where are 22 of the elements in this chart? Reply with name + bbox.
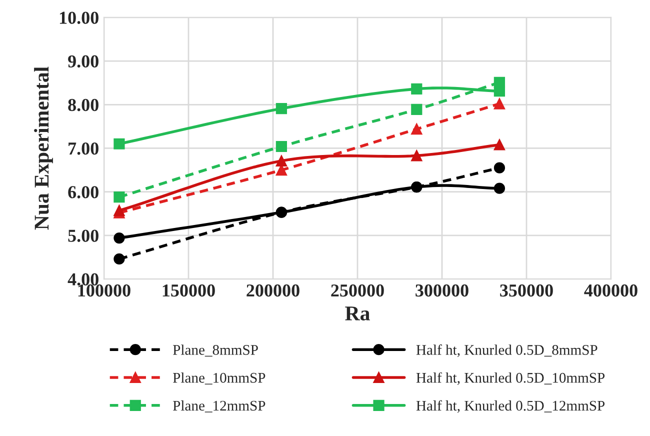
x-tick-label: 200000	[246, 284, 300, 297]
legend-label: Plane_10mmSP	[172, 372, 266, 384]
x-axis-title: Ra	[345, 306, 370, 320]
y-tick-label: 10.00	[60, 12, 98, 24]
legend-label: Half ht, Knurled 0.5D_12mmSP	[416, 400, 605, 413]
x-tick-label: 150000	[162, 284, 215, 297]
y-tick-label: 5.00	[68, 230, 98, 242]
y-tick-label: 8.00	[68, 98, 98, 112]
legend-label: Plane_12mmSP	[172, 400, 266, 412]
y-tick-label: 6.00	[68, 186, 98, 198]
x-tick-label: 100000	[78, 284, 130, 297]
legend-label: Half ht, Knurled 0.5D_10mmSP	[416, 372, 605, 385]
y-tick-label: 7.00	[68, 142, 98, 155]
x-tick-label: 400000	[584, 284, 638, 297]
y-tick-label: 4.00	[68, 273, 98, 286]
x-tick-label: 250000	[331, 284, 384, 297]
legend-label: Plane_8mmSP	[172, 344, 258, 357]
legend-label: Half ht, Knurled 0.5D_8mmSP	[416, 344, 598, 357]
y-tick-label: 9.00	[68, 55, 98, 68]
x-tick-label: 300000	[416, 284, 468, 297]
y-axis-title: Nua Experimental	[34, 66, 53, 230]
x-tick-label: 350000	[500, 284, 553, 297]
